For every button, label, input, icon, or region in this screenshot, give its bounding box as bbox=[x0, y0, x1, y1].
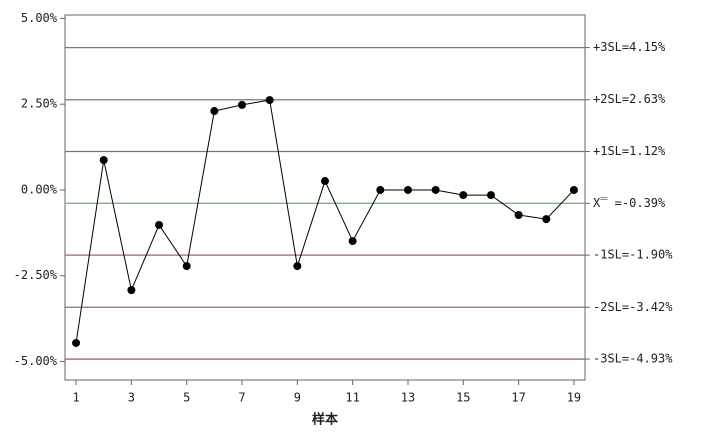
control-label: +1SL=1.12% bbox=[593, 144, 666, 158]
control-label: +3SL=4.15% bbox=[593, 40, 666, 54]
point bbox=[99, 156, 108, 165]
point bbox=[155, 220, 164, 229]
point bbox=[514, 210, 523, 219]
point bbox=[403, 185, 412, 194]
control-label: -2SL=-3.42% bbox=[593, 300, 673, 314]
point bbox=[486, 191, 495, 200]
point bbox=[542, 215, 551, 224]
point bbox=[321, 177, 329, 186]
point bbox=[210, 107, 219, 116]
x-tick-label: 19 bbox=[567, 391, 581, 405]
plot-area bbox=[64, 14, 586, 381]
y-tick-label: 0.00% bbox=[21, 182, 58, 196]
x-tick-label: 15 bbox=[456, 391, 470, 405]
control-label: +2SL=2.63% bbox=[593, 92, 666, 106]
x-tick-label: 3 bbox=[128, 391, 135, 405]
point bbox=[569, 185, 578, 194]
y-tick-label: 5.00% bbox=[21, 11, 58, 25]
point bbox=[182, 262, 191, 271]
point bbox=[265, 96, 274, 105]
y-tick-label: -5.00% bbox=[14, 354, 58, 368]
x-tick-label: 9 bbox=[294, 391, 301, 405]
control-label: -1SL=-1.90% bbox=[593, 248, 673, 262]
x-tick-label: 17 bbox=[511, 391, 525, 405]
x-axis-label: 样本 bbox=[312, 412, 338, 428]
x-tick-label: 7 bbox=[238, 391, 245, 405]
point bbox=[238, 100, 247, 109]
y-tick-label: -2.50% bbox=[14, 268, 58, 282]
control-label: X̿ =-0.39% bbox=[593, 196, 666, 210]
point bbox=[72, 338, 81, 347]
x-tick-label: 5 bbox=[183, 391, 190, 405]
x-tick-label: 13 bbox=[401, 391, 415, 405]
y-tick-label: 2.50% bbox=[21, 97, 58, 111]
x-tick-label: 1 bbox=[72, 391, 79, 405]
point bbox=[376, 185, 385, 194]
point bbox=[431, 185, 440, 194]
control-label: -3SL=-4.93% bbox=[593, 352, 673, 366]
point bbox=[459, 191, 468, 200]
point bbox=[293, 262, 302, 271]
x-tick-label: 11 bbox=[345, 391, 359, 405]
point bbox=[127, 286, 136, 295]
point bbox=[348, 237, 357, 246]
